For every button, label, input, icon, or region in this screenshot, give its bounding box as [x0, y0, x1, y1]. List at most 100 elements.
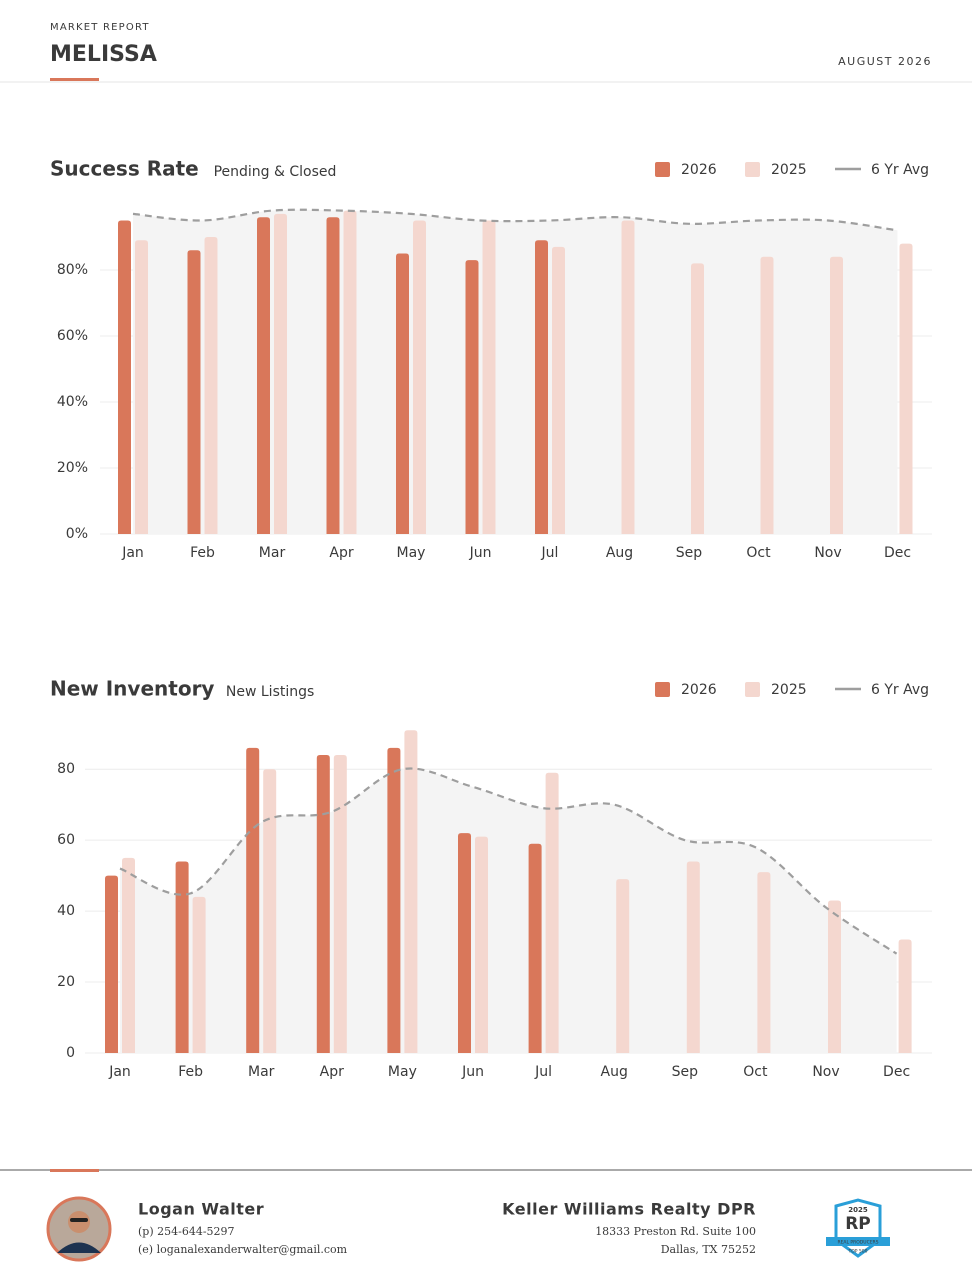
badge-rank: TOP 500: [847, 1249, 867, 1255]
bar: [204, 237, 218, 534]
badge-year: 2025: [848, 1206, 868, 1214]
bar: [552, 246, 565, 534]
bar: [458, 833, 471, 1053]
legend-label: 6 Yr Avg: [871, 682, 929, 698]
bar: [621, 220, 635, 534]
bar: [413, 220, 426, 534]
chart-subtitle: Pending & Closed: [214, 164, 337, 180]
legend-swatch: [745, 162, 760, 177]
accent-bar: [50, 1169, 99, 1172]
bar: [135, 240, 148, 535]
bar: [482, 220, 496, 534]
x-tick-label: Jun: [461, 1064, 484, 1080]
legend-swatch: [655, 682, 670, 697]
bar: [274, 213, 287, 534]
bar: [898, 939, 912, 1053]
x-tick-label: Feb: [178, 1064, 203, 1080]
bar: [760, 256, 774, 534]
x-tick-label: Jul: [541, 545, 559, 561]
y-tick-label: 40: [57, 903, 75, 919]
report-title: MELISSA: [50, 42, 157, 67]
bar: [691, 263, 704, 534]
x-tick-label: May: [397, 545, 426, 561]
kicker: MARKET REPORT: [50, 22, 150, 33]
avg-area: [133, 209, 898, 534]
bar: [105, 875, 118, 1053]
legend-label: 2025: [771, 162, 807, 178]
x-tick-label: Mar: [248, 1064, 275, 1080]
accent-bar: [50, 78, 99, 81]
y-tick-label: 20: [57, 974, 75, 990]
x-tick-label: May: [388, 1064, 417, 1080]
bar: [528, 843, 542, 1053]
x-tick-label: Jan: [108, 1064, 131, 1080]
x-tick-label: Jan: [121, 545, 144, 561]
legend-label: 2025: [771, 682, 807, 698]
x-tick-label: Dec: [884, 545, 911, 561]
badge-caption: REAL PRODUCERS: [837, 1240, 878, 1246]
x-tick-label: Aug: [601, 1064, 628, 1080]
bar: [333, 755, 347, 1053]
agent-name: Logan Walter: [138, 1200, 264, 1219]
chart-title: Success Rate: [50, 157, 199, 181]
bar: [263, 769, 277, 1053]
bar: [192, 896, 206, 1053]
y-tick-label: 40%: [57, 394, 88, 410]
x-tick-label: Mar: [259, 545, 286, 561]
y-tick-label: 80: [57, 761, 75, 777]
x-tick-label: Jun: [469, 545, 492, 561]
chart: New Inventory New Listings 2026 2025 6 Yr Av…: [50, 677, 932, 1080]
bar: [475, 836, 488, 1053]
bar: [830, 256, 843, 534]
bar: [616, 879, 630, 1053]
x-tick-label: Aug: [606, 545, 633, 561]
x-tick-label: Oct: [743, 1064, 768, 1080]
bar: [246, 747, 260, 1053]
bar: [465, 260, 479, 534]
chart: Success Rate Pending & Closed 2026 2025 6 Yr…: [50, 157, 932, 561]
report-date: AUGUST 2026: [838, 55, 932, 68]
bar: [387, 747, 401, 1053]
company-address: 18333 Preston Rd. Suite 100: [595, 1225, 756, 1238]
x-tick-label: Sep: [672, 1064, 699, 1080]
x-tick-label: Apr: [320, 1064, 344, 1080]
bar: [257, 217, 270, 534]
x-tick-label: Feb: [190, 545, 215, 561]
bar: [828, 900, 841, 1053]
company-name: Keller Williams Realty DPR: [502, 1200, 756, 1219]
bar: [187, 250, 201, 534]
y-tick-label: 80%: [57, 262, 88, 278]
bar: [326, 217, 340, 534]
x-tick-label: Nov: [814, 545, 841, 561]
x-tick-label: Jul: [534, 1064, 552, 1080]
y-tick-label: 60: [57, 832, 75, 848]
badge: 2025 RP REAL PRODUCERS TOP 500: [826, 1198, 890, 1258]
bar: [899, 243, 913, 534]
bar: [175, 861, 189, 1053]
chart-subtitle: New Listings: [226, 684, 314, 700]
bar: [316, 755, 330, 1053]
x-tick-label: Oct: [746, 545, 771, 561]
y-tick-label: 0: [66, 1045, 75, 1061]
x-tick-label: Dec: [883, 1064, 910, 1080]
legend-label: 2026: [681, 162, 717, 178]
bar: [686, 861, 700, 1053]
bar: [122, 857, 135, 1053]
x-tick-label: Apr: [329, 545, 353, 561]
y-tick-label: 60%: [57, 328, 88, 344]
avg-area: [120, 768, 897, 1053]
bar: [396, 253, 409, 534]
legend-label: 2026: [681, 682, 717, 698]
bar: [757, 872, 771, 1053]
legend-swatch: [745, 682, 760, 697]
bar: [545, 772, 559, 1053]
agent-email: (e) loganalexanderwalter@gmail.com: [138, 1243, 348, 1256]
bar: [535, 240, 548, 535]
agent-phone: (p) 254-644-5297: [138, 1225, 235, 1238]
x-tick-label: Sep: [676, 545, 703, 561]
chart-title: New Inventory: [50, 677, 214, 701]
badge-logo: RP: [845, 1214, 871, 1234]
bar: [118, 220, 131, 534]
x-tick-label: Nov: [812, 1064, 839, 1080]
